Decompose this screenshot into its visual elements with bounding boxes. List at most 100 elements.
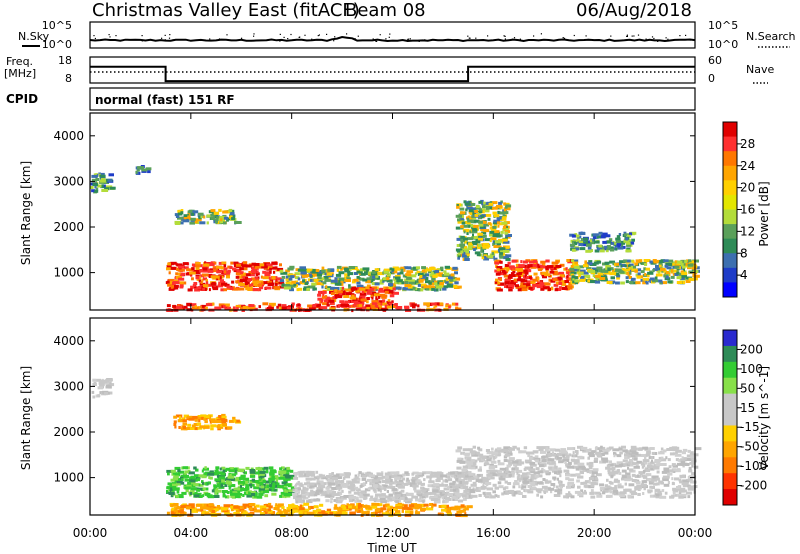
data-cell — [499, 467, 507, 471]
data-cell — [280, 306, 287, 310]
colorbar-segment — [723, 473, 737, 490]
data-cell — [374, 301, 380, 305]
data-cell — [638, 474, 642, 478]
data-cell — [287, 267, 294, 271]
data-cell — [219, 276, 222, 280]
data-cell — [523, 475, 527, 479]
data-cell — [101, 189, 109, 192]
data-cell — [342, 484, 349, 488]
data-cell — [532, 286, 535, 290]
data-cell — [166, 486, 173, 490]
data-cell — [529, 478, 532, 482]
noise-search-point — [372, 38, 374, 40]
data-cell — [681, 456, 684, 460]
colorbar-segment — [723, 151, 737, 167]
data-cell — [627, 461, 631, 465]
data-cell — [627, 466, 630, 470]
data-cell — [223, 264, 227, 268]
data-cell — [141, 168, 148, 172]
data-cell — [605, 247, 610, 251]
data-cell — [166, 469, 173, 473]
data-cell — [585, 468, 590, 472]
data-cell — [585, 449, 589, 453]
data-cell — [197, 416, 203, 420]
data-cell — [569, 485, 575, 489]
data-cell — [644, 273, 647, 276]
data-cell — [533, 272, 538, 276]
data-cell — [586, 462, 591, 466]
data-cell — [460, 451, 463, 455]
data-cell — [336, 511, 342, 515]
data-cell — [492, 490, 496, 494]
data-cell — [660, 456, 664, 460]
data-cell — [647, 462, 651, 466]
data-cell — [464, 507, 469, 511]
data-cell — [644, 263, 648, 266]
data-cell — [262, 270, 266, 274]
data-cell — [183, 217, 191, 220]
data-cell — [219, 483, 223, 487]
data-cell — [201, 285, 207, 289]
data-cell — [474, 210, 478, 213]
data-cell — [301, 274, 308, 278]
data-cell — [389, 482, 393, 486]
data-cell — [200, 506, 205, 510]
data-cell — [574, 490, 582, 494]
data-cell — [190, 217, 196, 221]
data-cell — [462, 228, 470, 232]
data-cell — [386, 490, 389, 493]
data-cell — [508, 462, 512, 466]
data-cell — [216, 216, 220, 220]
data-cell — [418, 493, 425, 497]
data-cell — [370, 472, 373, 476]
data-cell — [289, 288, 294, 292]
data-cell — [400, 497, 405, 500]
noise-search-point — [540, 33, 542, 35]
data-cell — [504, 285, 508, 288]
data-cell — [691, 464, 694, 468]
data-cell — [507, 459, 511, 463]
data-cell — [654, 276, 658, 280]
data-cell — [473, 475, 478, 479]
data-cell — [523, 446, 528, 450]
data-cell — [550, 483, 556, 486]
data-cell — [348, 490, 352, 494]
data-cell — [550, 268, 554, 272]
data-cell — [645, 447, 651, 451]
data-cell — [198, 216, 202, 220]
data-cell — [577, 475, 584, 479]
data-cell — [383, 488, 387, 491]
data-cell — [498, 485, 504, 489]
data-cell — [379, 489, 382, 493]
data-cell — [231, 495, 236, 499]
data-cell — [651, 451, 656, 455]
data-cell — [309, 482, 315, 486]
data-cell — [597, 454, 603, 458]
data-cell — [454, 497, 458, 501]
data-cell — [341, 504, 346, 508]
data-cell — [479, 459, 484, 463]
data-cell — [245, 480, 248, 484]
data-cell — [590, 450, 597, 454]
data-cell — [179, 285, 184, 289]
noise-search-point — [304, 34, 306, 36]
data-cell — [458, 252, 461, 256]
data-cell — [628, 459, 634, 462]
data-cell — [316, 273, 323, 277]
data-cell — [360, 287, 366, 291]
data-cell — [579, 470, 584, 474]
data-cell — [629, 449, 637, 453]
data-cell — [201, 304, 207, 308]
data-cell — [196, 416, 199, 420]
data-cell — [631, 492, 638, 496]
frequency-panel-frame — [89, 56, 696, 84]
data-cell — [229, 215, 233, 219]
data-cell — [180, 273, 184, 277]
data-cell — [626, 241, 631, 245]
data-cell — [268, 466, 274, 470]
colorbar-segment — [723, 194, 737, 210]
data-cell — [381, 493, 386, 497]
data-cell — [533, 480, 537, 484]
data-cell — [486, 451, 493, 455]
data-cell — [687, 449, 691, 453]
